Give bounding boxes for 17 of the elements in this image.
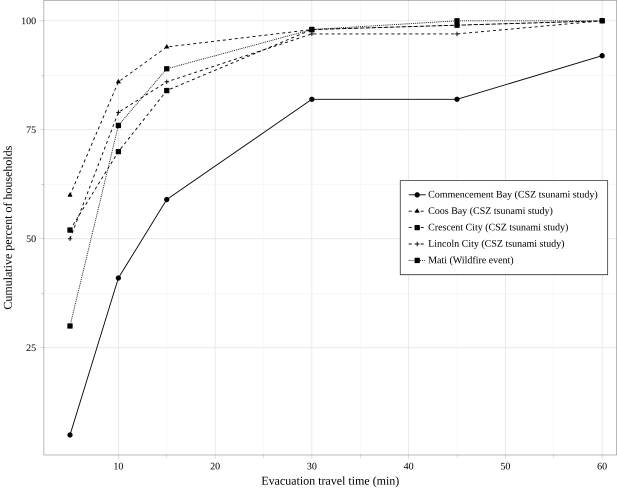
legend-label: Coos Bay (CSZ tsunami study) [428,207,552,216]
x-tick-label: 30 [307,462,316,470]
y-axis-title: Cumulative percent of households [3,146,14,310]
legend-label: Mati (Wildfire event) [428,256,514,266]
x-axis-title: Evacuation travel time (min) [262,476,399,488]
legend-label: Commencement Bay (CSZ tsunami study) [428,190,598,200]
y-tick-label: 100 [22,18,36,24]
x-tick-label: 60 [598,462,607,470]
x-tick-label: 10 [114,462,123,470]
legend-label: Lincoln City (CSZ tsunami study) [428,240,564,250]
y-tick-label: 25 [26,344,36,352]
y-tick-label: 75 [26,126,36,134]
legend-label: Crescent City (CSZ tsunami study) [428,224,568,233]
x-tick-label: 50 [500,462,510,470]
y-tick-label: 50 [26,236,36,242]
x-tick-label: 20 [210,462,220,470]
x-tick-label: 40 [404,462,414,470]
